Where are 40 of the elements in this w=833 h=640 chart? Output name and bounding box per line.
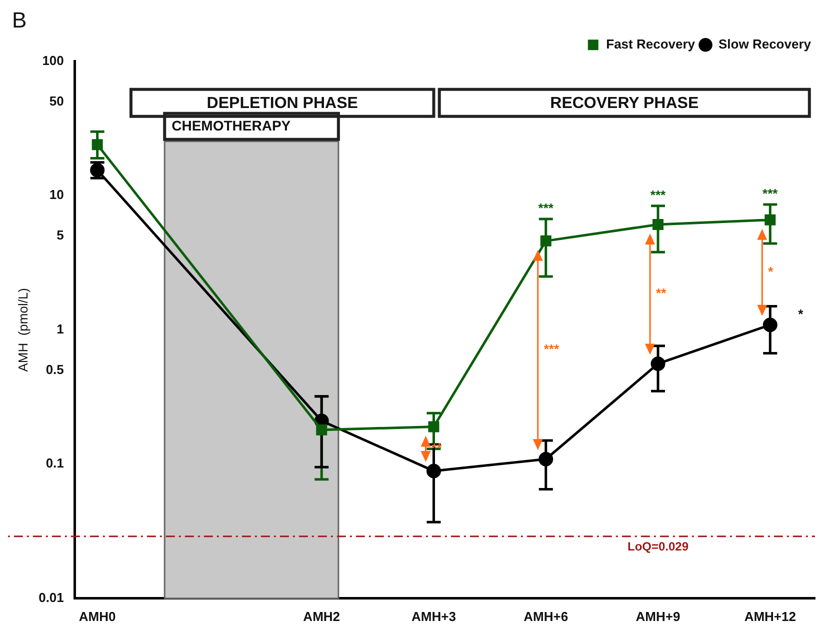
y-tick-label: 0.1 (46, 456, 64, 471)
y-axis-title: AMH (pmol/L) (15, 288, 30, 372)
y-tick-label: 5 (56, 228, 64, 243)
annotation: * (798, 306, 804, 322)
annotation: DEPLETION PHASE (206, 94, 358, 112)
chart-title: B (12, 7, 27, 32)
point (428, 421, 440, 432)
x-tick-label: AMH+12 (744, 608, 796, 624)
point (316, 424, 328, 436)
annotation: * (768, 264, 774, 279)
point (652, 218, 664, 230)
annotation: *** (762, 186, 779, 202)
annotation: ** (432, 440, 443, 456)
y-tick-label: 100 (42, 52, 64, 68)
point (540, 235, 552, 246)
y-tick-label: 50 (49, 93, 64, 108)
x-tick-label: AMH+6 (524, 608, 568, 624)
point (762, 318, 778, 332)
annotation: *** (544, 342, 560, 357)
point (538, 452, 554, 466)
x-tick-label: AMH0 (78, 608, 116, 624)
y-tick-label: 1 (56, 321, 64, 336)
annotation: *** (538, 200, 554, 216)
band-label: CHEMOTHERAPY (172, 117, 292, 134)
point (92, 139, 103, 150)
y-tick-label: 0.5 (46, 362, 64, 377)
point (650, 356, 666, 371)
legend-label: Slow Recovery (718, 36, 812, 52)
y-tick-label: 10 (49, 187, 64, 202)
ref-line-label: LoQ=0.029 (627, 540, 689, 554)
x-tick-label: AMH+9 (636, 608, 680, 624)
point (764, 214, 776, 226)
annotation: ** (656, 286, 668, 301)
annotation: *** (650, 187, 667, 202)
annotation: RECOVERY PHASE (550, 94, 699, 112)
x-tick-label: AMH2 (303, 608, 340, 624)
y-tick-label: 0.01 (38, 590, 64, 605)
point (426, 464, 441, 478)
legend-label: Fast Recovery (606, 36, 696, 52)
x-tick-label: AMH+3 (412, 608, 456, 624)
